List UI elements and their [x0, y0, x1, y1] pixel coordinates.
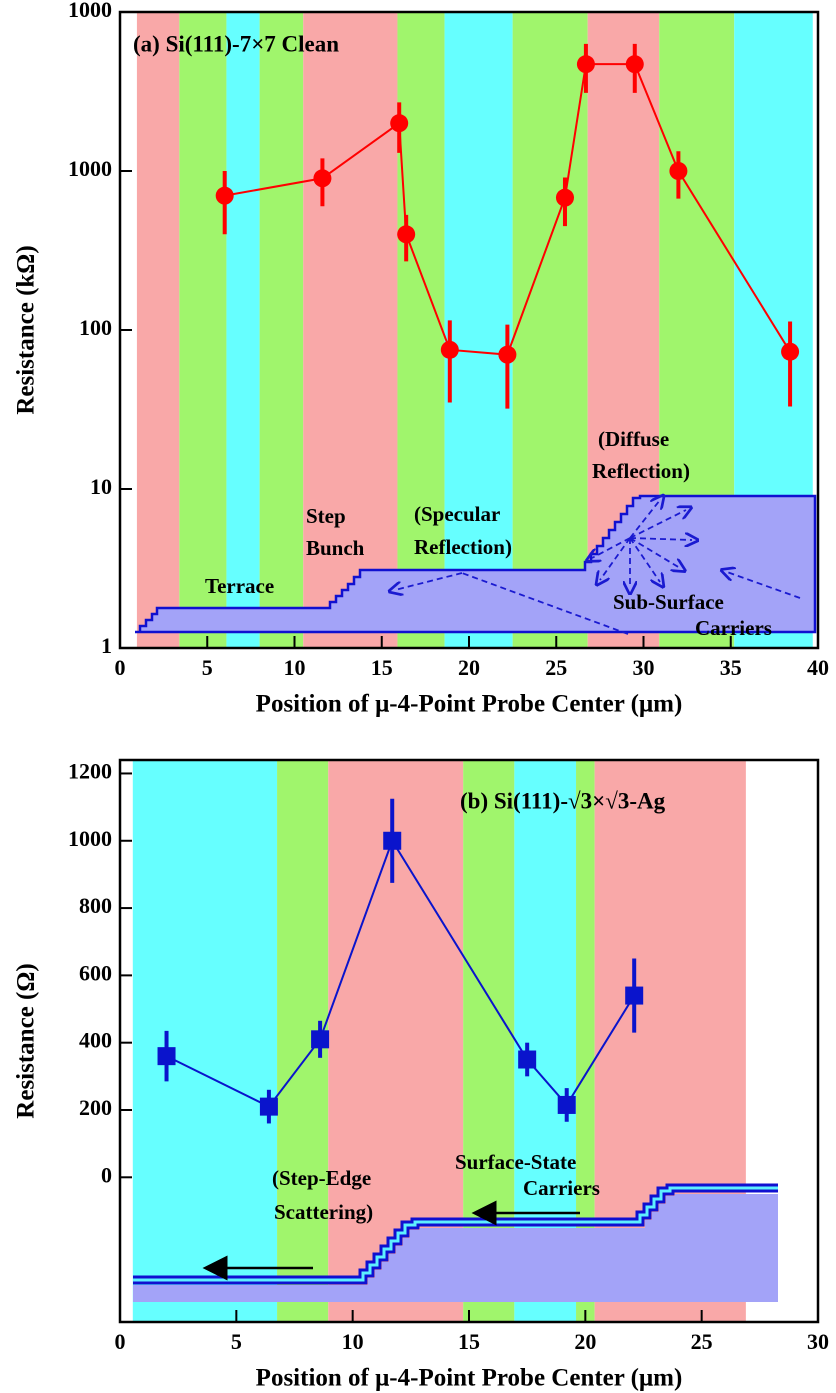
x-tick-label: 25: [691, 1329, 713, 1354]
data-point: [440, 340, 459, 359]
data-point: [498, 345, 517, 364]
plot-b: 0 5 10 15 20 25 30 0 200 400 600 800 1000 1200 (b) Si(…: [13, 759, 829, 1392]
y-tick-label: 600: [79, 960, 112, 985]
annotations-b: (Step-Edge Scattering) Surface-State Car…: [272, 1150, 600, 1224]
region-band: [576, 760, 595, 1322]
data-point: [518, 1050, 537, 1069]
y-tick-label: 10: [90, 474, 112, 499]
region-band: [444, 12, 513, 648]
chart-title: (a) Si(111)-7×7 Clean: [133, 31, 339, 56]
x-tick-label: 5: [202, 655, 213, 680]
y-tick-label: 200: [79, 1095, 112, 1120]
data-point: [259, 1097, 278, 1116]
data-point: [557, 1095, 576, 1114]
data-point: [313, 169, 332, 188]
x-tick-label: 20: [574, 1329, 596, 1354]
annotation: Reflection): [592, 459, 690, 483]
annotation: Terrace: [205, 574, 274, 598]
data-point: [781, 342, 800, 361]
x-tick-label: 15: [371, 655, 393, 680]
x-tick-label: 25: [545, 655, 567, 680]
y-tick-label: 1000: [68, 0, 112, 22]
annotation: (Specular: [414, 502, 500, 526]
region-band: [226, 12, 260, 648]
annotations-a: Terrace Step Bunch (Specular Reflection)…: [205, 427, 772, 640]
region-band: [259, 12, 304, 648]
annotation: Sub-Surface: [613, 590, 724, 614]
y-tick-label: 800: [79, 893, 112, 918]
region-band: [512, 12, 588, 648]
annotation: Carriers: [695, 616, 772, 640]
data-point: [625, 55, 644, 74]
y-tick-label: 0: [101, 1162, 112, 1187]
x-tick-label: 15: [458, 1329, 480, 1354]
annotation: (Step-Edge: [272, 1166, 371, 1190]
annotation: Carriers: [523, 1176, 600, 1200]
x-tick-label: 30: [807, 1329, 829, 1354]
chart-title: (b) Si(111)-√3×√3-Ag: [460, 788, 666, 813]
data-point: [390, 114, 409, 133]
x-tick-label: 10: [284, 655, 306, 680]
data-point: [625, 986, 644, 1005]
y-tick-label: 100: [79, 315, 112, 340]
x-tick-label: 30: [633, 655, 655, 680]
region-band: [179, 12, 227, 648]
illustration-a: [135, 496, 817, 635]
y-tick-label: 1200: [68, 759, 112, 784]
annotation: (Diffuse: [598, 427, 669, 451]
y-axis-title: Resistance (kΩ): [13, 245, 40, 414]
annotation: Surface-State: [455, 1150, 576, 1174]
data-point: [397, 225, 416, 244]
x-axis-title: Position of μ-4-Point Probe Center (μm): [256, 691, 683, 718]
annotation: Bunch: [306, 536, 365, 560]
y-tick-label: 1000: [68, 156, 112, 181]
x-axis-title: Position of μ-4-Point Probe Center (μm): [256, 1365, 683, 1392]
data-point: [576, 55, 595, 74]
y-tick-label: 1000: [68, 826, 112, 851]
plot-a: 0 5 10 15 20 25 30 35 40 1 10 100 1000 1000 (a) Si(111…: [13, 0, 829, 718]
y-tick-label: 400: [79, 1028, 112, 1053]
data-point: [157, 1047, 176, 1066]
data-point: [669, 162, 688, 180]
x-tick-label: 10: [342, 1329, 364, 1354]
y-axis-title: Resistance (Ω): [13, 963, 40, 1118]
annotation: Scattering): [274, 1200, 373, 1224]
x-tick-label: 20: [458, 655, 480, 680]
region-band: [303, 12, 398, 648]
region-band: [132, 760, 278, 1322]
region-band: [136, 12, 180, 648]
data-point: [311, 1030, 330, 1049]
x-tick-label: 35: [720, 655, 742, 680]
annotation: Reflection): [414, 535, 512, 559]
x-tick-label: 0: [115, 1329, 126, 1354]
data-point: [215, 186, 234, 205]
x-tick-label: 40: [807, 655, 829, 680]
y-tick-label: 1: [101, 633, 112, 658]
data-point: [383, 831, 402, 850]
data-point: [555, 188, 574, 207]
x-tick-label: 5: [231, 1329, 242, 1354]
illustration-b: [133, 1183, 778, 1302]
x-tick-label: 0: [115, 655, 126, 680]
annotation: Step: [306, 504, 346, 528]
